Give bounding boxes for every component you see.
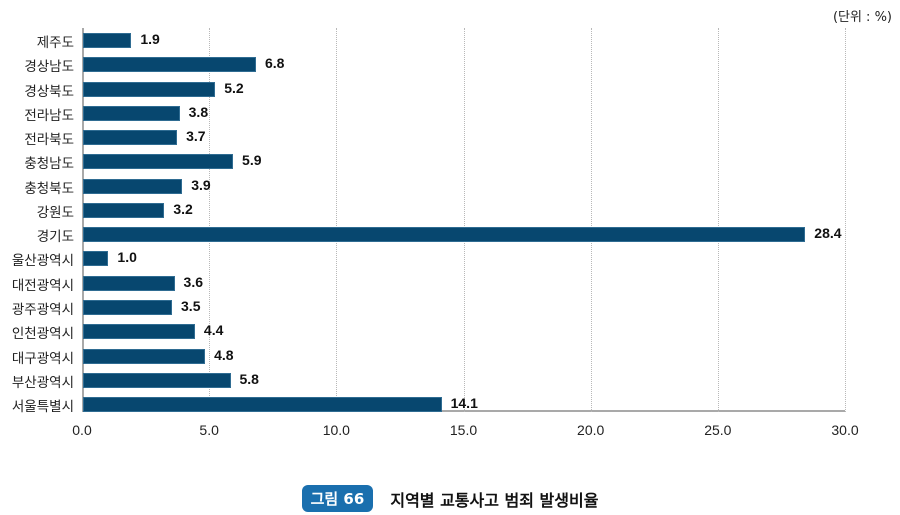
bar [83, 348, 206, 364]
x-tick-label: 15.0 [449, 422, 478, 438]
bar [83, 299, 173, 315]
chart-title: 지역별 교통사고 범죄 발생비율 [390, 490, 599, 510]
bar-value-label: 3.5 [181, 297, 201, 314]
category-label: 대전광역시 [11, 277, 74, 294]
bar [83, 105, 180, 121]
figure-number-badge: 그림 66 [301, 485, 374, 512]
gridline [845, 28, 846, 412]
bar [83, 202, 165, 218]
category-label: 전라북도 [24, 132, 74, 149]
bar-value-label: 5.9 [242, 152, 262, 169]
bar-value-label: 5.8 [239, 370, 259, 387]
bar-value-label: 3.8 [188, 103, 209, 120]
x-tick-label: 5.0 [199, 422, 219, 438]
x-tick-label: 20.0 [577, 422, 605, 438]
bar-value-label: 3.2 [173, 200, 193, 217]
bar-value-label: 1.9 [140, 31, 160, 47]
bar [83, 372, 231, 388]
bar [83, 130, 178, 146]
category-label: 경상북도 [24, 83, 74, 100]
category-label: 충청북도 [24, 180, 74, 197]
bar-value-label: 14.1 [450, 395, 478, 412]
plot-area: 1.9 제주도 6.8 경상남도 5.2 경상북도 3.8 전라남도 3.7 전라북도 5.9 충청남… [12, 28, 846, 415]
bar [83, 154, 234, 170]
category-label: 제주도 [36, 35, 74, 51]
unit-label: (단위 : %) [832, 10, 892, 25]
bar [83, 81, 216, 97]
bar [83, 324, 195, 340]
bar-value-label: 6.8 [264, 55, 285, 72]
gridline [463, 28, 465, 412]
bar-value-label: 3.7 [186, 128, 206, 145]
bar-value-label: 3.6 [183, 273, 204, 290]
category-label: 경상남도 [24, 59, 74, 76]
gridline [209, 28, 211, 412]
category-label: 충청남도 [24, 156, 74, 173]
category-label: 대구광역시 [11, 350, 74, 367]
bar [83, 275, 175, 291]
x-tick-label: 30.0 [831, 422, 859, 438]
bar [83, 227, 806, 243]
gridline [336, 28, 338, 412]
bar [83, 33, 132, 48]
bar-value-label: 4.4 [203, 322, 224, 339]
bar [83, 397, 442, 413]
gridline [590, 28, 592, 412]
category-label: 울산광역시 [11, 253, 74, 270]
x-tick-label: 25.0 [704, 422, 732, 438]
bar-value-label: 1.0 [117, 249, 137, 266]
category-label: 강원도 [36, 204, 74, 221]
x-tick-label: 0.0 [72, 422, 92, 438]
category-label: 광주광역시 [11, 301, 74, 318]
category-label: 부산광역시 [11, 374, 74, 391]
bar [83, 178, 183, 194]
category-label: 인천광역시 [11, 326, 74, 343]
y-axis-line [82, 28, 84, 412]
figure-caption: 그림 66 지역별 교통사고 범죄 발생비율 [0, 485, 900, 512]
category-label: 서울특별시 [11, 399, 74, 416]
bar [83, 251, 109, 267]
x-tick-label: 10.0 [322, 422, 350, 438]
category-label: 경기도 [36, 229, 74, 246]
category-label: 전라남도 [24, 107, 74, 124]
bar-value-label: 28.4 [814, 225, 842, 242]
bar-value-label: 5.2 [224, 79, 244, 96]
gridline [717, 28, 719, 412]
bar [83, 57, 256, 73]
bar-value-label: 4.8 [214, 346, 234, 363]
bar-value-label: 3.9 [191, 176, 211, 193]
